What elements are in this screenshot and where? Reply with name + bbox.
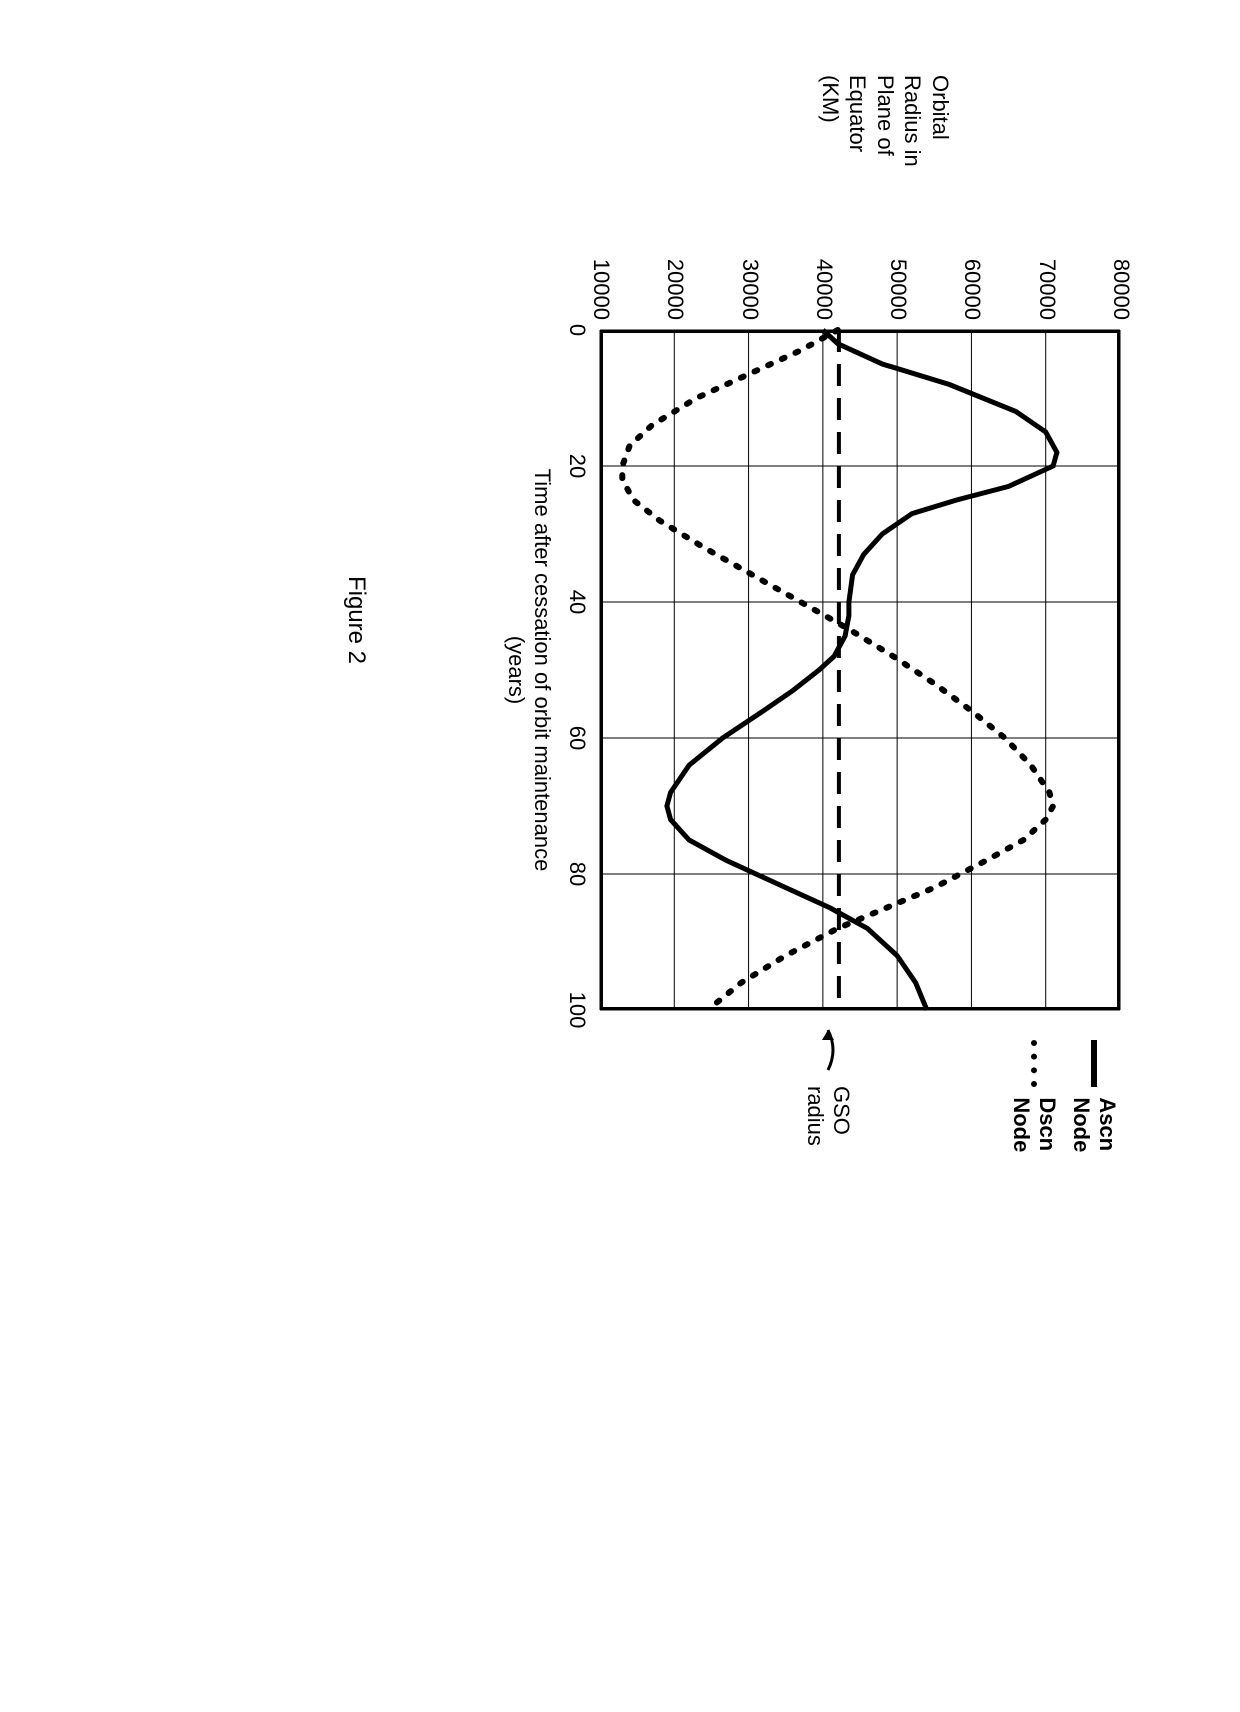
y-axis-label-line: Orbital bbox=[926, 75, 954, 215]
y-axis-label-line: Plane of bbox=[871, 75, 899, 215]
y-tick: 60000 bbox=[959, 230, 985, 320]
x-tick: 100 bbox=[564, 970, 590, 1050]
y-axis-label: OrbitalRadius inPlane ofEquator(KM) bbox=[816, 75, 954, 215]
legend: Ascn NodeDscn Node bbox=[1000, 1040, 1120, 1175]
y-axis-label-line: (KM) bbox=[816, 75, 844, 215]
annotation-label: GSO radius bbox=[802, 1086, 854, 1146]
y-tick: 10000 bbox=[588, 230, 614, 320]
legend-item: Ascn Node bbox=[1068, 1040, 1120, 1175]
x-tick: 0 bbox=[564, 290, 590, 370]
legend-label: Dscn Node bbox=[1008, 1097, 1060, 1175]
annotation-pointer bbox=[813, 1030, 843, 1080]
x-tick: 40 bbox=[564, 562, 590, 642]
y-tick: 40000 bbox=[811, 230, 837, 320]
legend-item: Dscn Node bbox=[1008, 1040, 1060, 1175]
legend-swatch bbox=[1091, 1040, 1097, 1087]
y-tick: 20000 bbox=[662, 230, 688, 320]
y-tick: 30000 bbox=[737, 230, 763, 320]
x-tick: 60 bbox=[564, 698, 590, 778]
x-axis-label: Time after cessation of orbit maintenanc… bbox=[503, 330, 555, 1010]
x-tick: 80 bbox=[564, 834, 590, 914]
gso-radius-annotation: GSO radius bbox=[802, 1030, 854, 1146]
x-axis-label-line: (years) bbox=[503, 330, 529, 1010]
y-tick: 80000 bbox=[1108, 230, 1134, 320]
x-tick: 20 bbox=[564, 426, 590, 506]
y-axis-label-line: Equator bbox=[844, 75, 872, 215]
x-axis-label-line: Time after cessation of orbit maintenanc… bbox=[529, 330, 555, 1010]
y-tick: 50000 bbox=[885, 230, 911, 320]
legend-label: Ascn Node bbox=[1068, 1097, 1120, 1175]
y-axis-label-line: Radius in bbox=[899, 75, 927, 215]
legend-swatch bbox=[1031, 1040, 1037, 1087]
figure-caption: Figure 2 bbox=[342, 520, 370, 720]
y-tick: 70000 bbox=[1034, 230, 1060, 320]
